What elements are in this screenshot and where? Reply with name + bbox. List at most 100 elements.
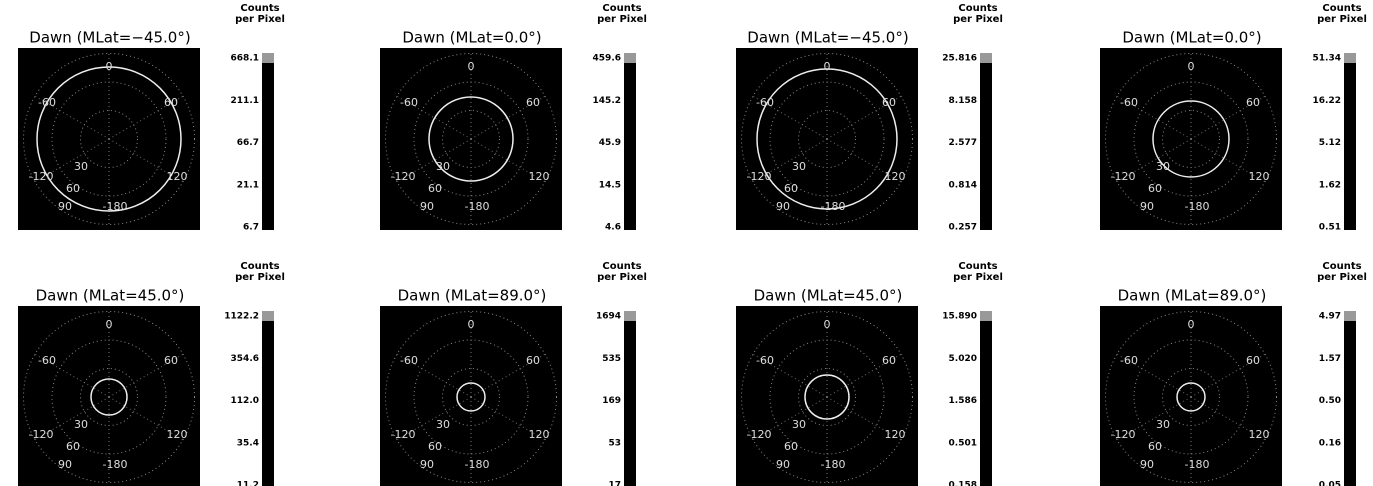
grid-label: 60 [66, 182, 80, 195]
figure: Dawn (MLat=−45.0°) 0 -60 60 -120 120 30 60 90 -18… [0, 0, 1373, 486]
grid-label: 0 [824, 318, 831, 331]
grid-label: -60 [756, 96, 774, 109]
grid-label: -180 [821, 200, 846, 213]
colorbar-label: 0.158 [949, 481, 977, 486]
grid-label: -180 [821, 458, 846, 471]
grid-label: 90 [776, 458, 790, 471]
grid-label: -120 [747, 428, 772, 441]
colorbar-label: 4.97 [1319, 312, 1341, 322]
panel-title: Dawn (MLat=45.0°) [754, 287, 903, 305]
grid-label: 0 [468, 60, 475, 73]
grid-label: 60 [784, 182, 798, 195]
grid-label: 120 [885, 428, 906, 441]
grid-label: 60 [526, 96, 540, 109]
colorbar-title: per Pixel [597, 272, 647, 283]
grid-label: 60 [164, 354, 178, 367]
panel-title: Dawn (MLat=0.0°) [1122, 29, 1261, 47]
grid-label: 60 [1148, 440, 1162, 453]
grid-label: 0 [468, 318, 475, 331]
grid-label: 60 [882, 354, 896, 367]
grid-label: -120 [747, 170, 772, 183]
colorbar-label: 0.05 [1319, 481, 1341, 486]
grid-label: 60 [784, 440, 798, 453]
grid-label: -120 [1111, 170, 1136, 183]
grid-label: -60 [1120, 96, 1138, 109]
grid-label: -120 [29, 170, 54, 183]
grid-label: 0 [824, 60, 831, 73]
colorbar-top [624, 311, 636, 321]
colorbar-top [1344, 311, 1356, 321]
grid-label: -60 [756, 354, 774, 367]
colorbar-label: 0.51 [1319, 223, 1341, 233]
grid-label: 60 [428, 182, 442, 195]
colorbar-label: 2.577 [949, 138, 977, 148]
grid-label: 30 [74, 418, 88, 431]
colorbar-label: 11.2 [237, 481, 259, 486]
panel-title: Dawn (MLat=0.0°) [402, 29, 541, 47]
colorbar-top [262, 311, 274, 321]
colorbar-title: Counts [1322, 3, 1361, 14]
grid-label: 30 [436, 418, 450, 431]
colorbar-label: 0.814 [949, 180, 977, 190]
colorbar-title: per Pixel [1317, 14, 1367, 25]
grid-label: -120 [1111, 428, 1136, 441]
grid-label: 120 [1249, 428, 1270, 441]
colorbar-title: per Pixel [1317, 272, 1367, 283]
colorbar [980, 311, 992, 486]
grid-label: 60 [1246, 96, 1260, 109]
grid-label: -180 [1185, 200, 1210, 213]
grid-label: 30 [74, 160, 88, 173]
colorbar-label: 6.7 [243, 223, 259, 233]
colorbar-label: 211.1 [231, 96, 259, 106]
grid-label: 60 [1148, 182, 1162, 195]
colorbar [624, 53, 636, 230]
grid-label: -60 [38, 354, 56, 367]
colorbar-label: 112.0 [231, 396, 259, 406]
colorbar-title: Counts [1322, 261, 1361, 272]
grid-label: 0 [106, 318, 113, 331]
colorbar-label: 668.1 [231, 54, 259, 64]
grid-label: 30 [436, 160, 450, 173]
colorbar-title: Counts [958, 261, 997, 272]
colorbar-label: 169 [602, 396, 621, 406]
grid-label: 120 [167, 428, 188, 441]
colorbar-title: per Pixel [235, 272, 285, 283]
grid-label: 0 [1188, 318, 1195, 331]
colorbar [262, 311, 274, 486]
colorbar-label: 1122.2 [224, 312, 259, 322]
grid-label: -60 [400, 354, 418, 367]
grid-label: 90 [420, 458, 434, 471]
colorbar-label: 1.62 [1319, 180, 1341, 190]
colorbar-top [980, 311, 992, 321]
colorbar-label: 5.020 [949, 354, 977, 364]
grid-label: 30 [1156, 418, 1170, 431]
panel-title: Dawn (MLat=−45.0°) [29, 29, 190, 47]
colorbar-label: 5.12 [1319, 138, 1341, 148]
colorbar-label: 4.6 [605, 223, 621, 233]
panel: Dawn (MLat=89.0°)0-6060-120120306090-180… [380, 261, 647, 486]
grid-label: 60 [526, 354, 540, 367]
colorbar-label: 66.7 [237, 138, 259, 148]
grid-label: -60 [400, 96, 418, 109]
panel: Dawn (MLat=−45.0°)0-6060-120120306090-18… [736, 3, 1003, 233]
colorbar-label: 14.5 [599, 180, 621, 190]
colorbar-top [624, 53, 636, 63]
colorbar-label: 53 [608, 438, 621, 448]
grid-label: 90 [58, 458, 72, 471]
colorbar-title: Counts [240, 3, 279, 14]
panel: Dawn (MLat=0.0°)0-6060-120120306090-180C… [1100, 3, 1367, 233]
grid-label: -60 [1120, 354, 1138, 367]
grid-label: 60 [66, 440, 80, 453]
colorbar-label: 15.890 [942, 312, 977, 322]
colorbar-top [980, 53, 992, 63]
colorbar-label: 0.257 [949, 223, 977, 233]
colorbar-label: 1.586 [949, 396, 977, 406]
grid-label: 120 [885, 170, 906, 183]
colorbar-title: Counts [240, 261, 279, 272]
grid-label: -120 [391, 170, 416, 183]
colorbar-top [262, 53, 274, 63]
colorbar-label: 35.4 [237, 438, 259, 448]
